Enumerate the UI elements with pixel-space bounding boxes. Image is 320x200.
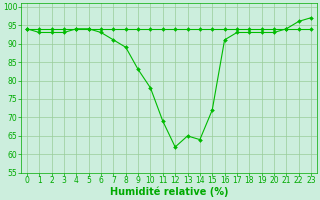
X-axis label: Humidité relative (%): Humidité relative (%) [110,187,228,197]
